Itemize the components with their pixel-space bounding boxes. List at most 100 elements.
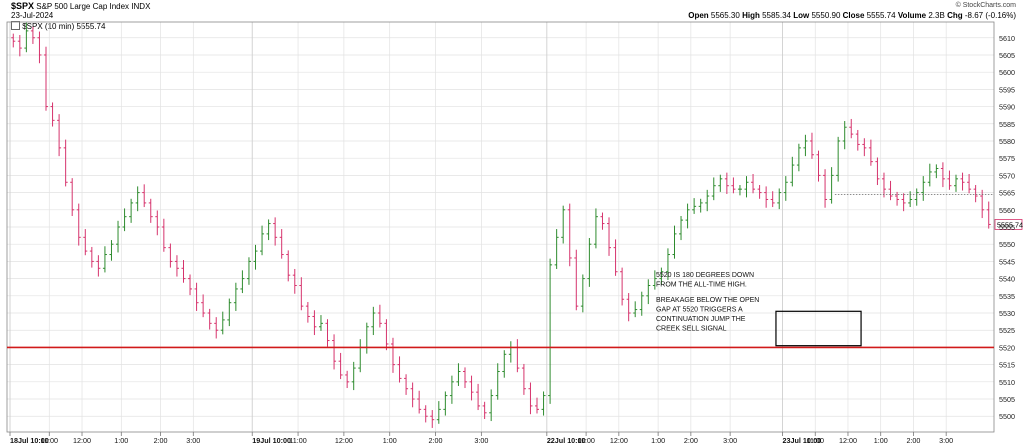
ohlc-bar xyxy=(567,203,572,267)
ohlc-bar xyxy=(207,308,212,330)
chart-date: 23-Jul-2024 xyxy=(11,11,54,20)
price-tick-label: 5525 xyxy=(999,326,1015,335)
time-tick-label: 2:00 xyxy=(429,436,443,445)
ohlc-bar xyxy=(521,363,526,395)
ohlc-bar xyxy=(829,167,834,204)
ohlc-bar xyxy=(220,311,225,335)
low-label: Low xyxy=(793,11,810,20)
ohlc-bar xyxy=(711,177,716,201)
overlays: 5555.74 xyxy=(7,194,1023,349)
ohlc-bar xyxy=(443,391,448,416)
ohlc-bar xyxy=(390,337,395,373)
ohlc-bar xyxy=(927,163,932,187)
last-price-box xyxy=(994,219,1023,230)
ohlc-bar xyxy=(384,319,389,351)
ohlc-bar xyxy=(659,267,664,285)
ohlc-bar xyxy=(338,352,343,380)
annotation-breakage-signal-line: CONTINUATION JUMP THE xyxy=(656,316,746,323)
ohlc-readout: Open 5565.30 High 5585.34 Low 5550.90 Cl… xyxy=(688,11,1016,21)
time-tick-label: 2:00 xyxy=(684,436,698,445)
chg-label: Chg xyxy=(947,11,963,20)
time-tick-label: 11:00 xyxy=(289,436,306,445)
ohlc-bar xyxy=(305,302,310,323)
ohlc-bar xyxy=(796,143,801,172)
price-tick-label: 5595 xyxy=(999,85,1015,94)
ohlc-bar xyxy=(417,390,422,414)
ohlc-bar xyxy=(76,203,81,246)
ohlc-bar xyxy=(142,184,147,208)
credit: © StockCharts.com xyxy=(955,2,1016,9)
legend-text: $SPX (10 min) 5555.74 xyxy=(22,22,106,31)
price-tick-label: 5605 xyxy=(999,51,1015,60)
ohlc-bar xyxy=(364,322,369,354)
price-tick-label: 5600 xyxy=(999,68,1015,77)
high-label: High xyxy=(742,11,760,20)
ohlc-bar xyxy=(174,255,179,277)
price-tick-label: 5565 xyxy=(999,189,1015,198)
ohlc-bar xyxy=(770,191,775,208)
ohlc-bar xyxy=(692,198,697,214)
ohlc-bar xyxy=(116,220,121,253)
ohlc-bar xyxy=(476,383,481,411)
ohlc-bar xyxy=(541,391,546,416)
ohlc-bar xyxy=(325,319,330,347)
ohlc-bar xyxy=(449,375,454,404)
ohlc-bar xyxy=(482,401,487,419)
time-tick-label: 2:00 xyxy=(906,436,920,445)
ohlc-bar xyxy=(548,258,553,404)
ohlc-bar xyxy=(607,217,612,256)
ohlc-bar xyxy=(233,282,238,311)
ohlc-bar xyxy=(986,201,991,229)
price-tick-label: 5570 xyxy=(999,171,1015,180)
ohlc-bar xyxy=(895,191,900,206)
price-axis: 5500 5505 5510 5515 5520 5525 5530 5535 5540 5545… xyxy=(999,34,1015,421)
time-tick-label: 3:00 xyxy=(186,436,200,445)
ohlc-bar xyxy=(456,363,461,386)
open-label: Open xyxy=(688,11,709,20)
time-tick-label: 11:00 xyxy=(41,436,58,445)
ohlc-bar xyxy=(809,132,814,159)
close-label: Close xyxy=(842,11,865,20)
ohlc-bar xyxy=(273,217,278,246)
legend: $SPX (10 min) 5555.74 xyxy=(11,21,105,32)
plot-frame xyxy=(6,21,995,433)
ohlc-bar xyxy=(469,375,474,401)
ohlc-bar xyxy=(155,210,160,236)
ohlc-bar xyxy=(63,139,68,187)
ohlc-bar xyxy=(279,229,284,259)
time-tick-label: 3:00 xyxy=(939,436,953,445)
price-tick-label: 5585 xyxy=(999,120,1015,129)
ohlc-bar xyxy=(332,334,337,370)
ohlc-bar xyxy=(345,370,350,389)
ohlc-bar xyxy=(129,198,134,223)
ohlc-bar xyxy=(554,229,559,269)
time-tick-label: 1:00 xyxy=(874,436,888,445)
ohlc-bar xyxy=(148,198,153,223)
time-tick-label: 12:00 xyxy=(610,436,628,445)
ohlc-bar xyxy=(744,176,749,198)
price-tick-label: 5550 xyxy=(999,240,1015,249)
last-price-text: 5555.74 xyxy=(997,220,1023,229)
time-tick-label: 3:00 xyxy=(723,436,737,445)
ohlc-bar xyxy=(246,257,251,285)
ohlc-bar xyxy=(299,277,304,311)
annotation-breakage-signal-line: BREAKAGE BELOW THE OPEN xyxy=(656,297,759,304)
ohlc-bar xyxy=(57,114,62,157)
price-tick-label: 5515 xyxy=(999,361,1015,370)
ohlc-bar xyxy=(823,169,828,208)
ohlc-bar xyxy=(901,193,906,212)
ohlc-bar xyxy=(253,244,258,270)
ohlc-bar xyxy=(188,274,193,296)
ohlc-bar xyxy=(535,397,540,414)
time-tick-label: 12:00 xyxy=(839,436,857,445)
ohlc-bar xyxy=(11,33,16,48)
chart-symbol-line: $SPX S&P 500 Large Cap Index INDX xyxy=(11,1,150,12)
ohlc-bar xyxy=(410,382,415,408)
ohlc-bar xyxy=(836,136,841,182)
ohlc-bar xyxy=(214,317,219,339)
close-value: 5555.74 xyxy=(866,11,896,20)
chg-value: -8.67 (-0.16%) xyxy=(964,11,1016,20)
ohlc-bar xyxy=(30,26,35,44)
ohlc-bar xyxy=(803,134,808,157)
